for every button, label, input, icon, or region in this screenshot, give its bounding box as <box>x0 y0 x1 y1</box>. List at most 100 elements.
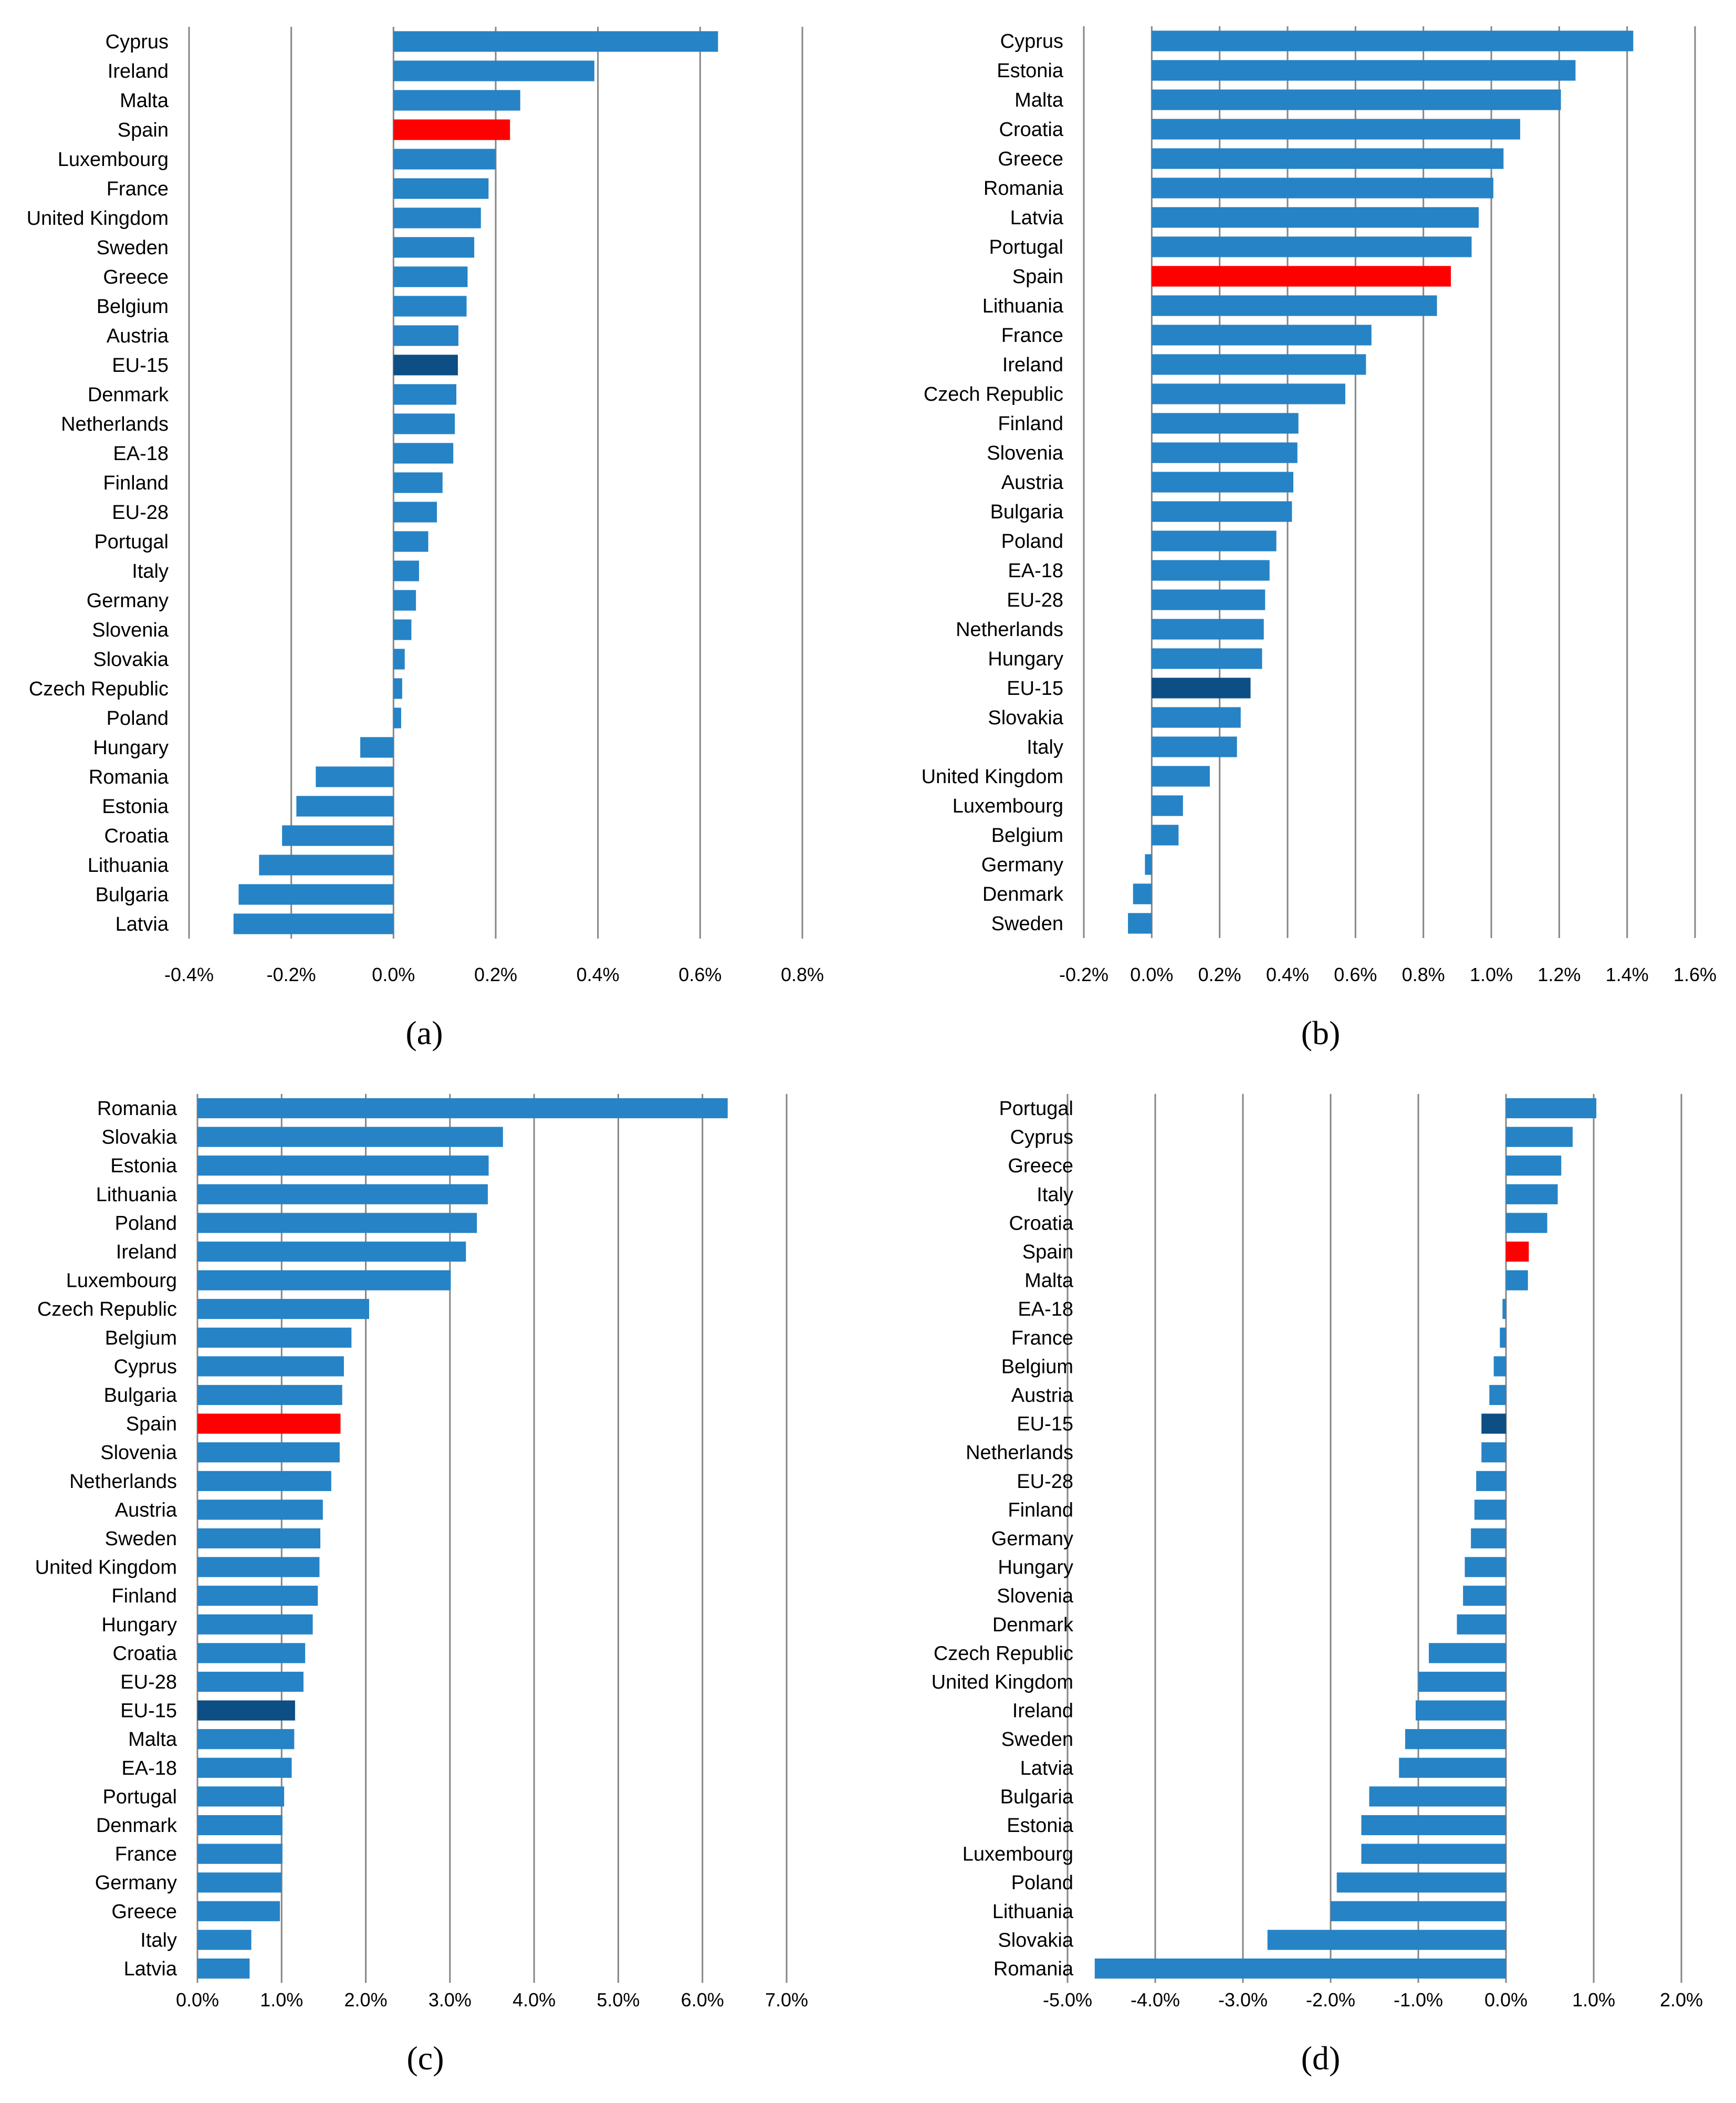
tick-label: 6.0% <box>681 1989 724 2011</box>
bar-finland <box>393 472 443 493</box>
category-label: Poland <box>115 1212 177 1234</box>
panel-label: (b) <box>1301 1014 1341 1052</box>
bar-bulgaria <box>1152 501 1292 522</box>
category-label: France <box>1001 325 1063 347</box>
category-label: EU-28 <box>1017 1471 1073 1493</box>
bar-ireland <box>1415 1700 1506 1721</box>
category-label: Hungary <box>998 1557 1073 1579</box>
category-label: EA-18 <box>121 1757 177 1779</box>
bar-ireland <box>197 1241 466 1262</box>
category-label: Poland <box>107 707 169 730</box>
tick-label: 0.4% <box>1266 964 1309 985</box>
category-label: Romania <box>97 1098 177 1120</box>
category-label: Austria <box>115 1499 177 1521</box>
tick-label: 0.0% <box>1130 964 1173 985</box>
bar-germany <box>197 1872 282 1893</box>
category-label: Romania <box>994 1958 1074 1980</box>
category-label: Ireland <box>108 60 169 82</box>
bar-denmark <box>197 1815 283 1836</box>
bar-belgium <box>197 1327 352 1348</box>
category-label: Luxembourg <box>66 1270 177 1292</box>
bar-italy <box>1152 736 1237 757</box>
bar-latvia <box>1399 1757 1506 1778</box>
category-label: Italy <box>132 560 169 582</box>
category-label: Italy <box>1027 736 1063 758</box>
bar-sweden <box>393 237 475 258</box>
category-label: Ireland <box>1012 1700 1073 1722</box>
category-label: Sweden <box>105 1528 177 1550</box>
category-label: Estonia <box>997 60 1064 82</box>
tick-label: 2.0% <box>344 1989 388 2011</box>
bar-ireland <box>393 60 594 81</box>
category-label: Croatia <box>999 119 1064 141</box>
bar-finland <box>1152 413 1299 434</box>
category-label: Cyprus <box>106 31 169 53</box>
category-label: United Kingdom <box>932 1671 1073 1693</box>
bar-greece <box>1506 1155 1562 1176</box>
category-label: Austria <box>107 325 169 347</box>
panel-c: Romania Slovakia Estonia Lithuania Poland Ire… <box>35 1094 808 2077</box>
category-label: Belgium <box>991 825 1063 847</box>
category-label: EA-18 <box>113 443 169 465</box>
bar-greece <box>197 1901 280 1921</box>
category-label: Portugal <box>989 236 1063 258</box>
bar-ea-18 <box>1152 560 1270 581</box>
tick-label: 1.6% <box>1674 964 1717 985</box>
category-label: Portugal <box>102 1786 177 1808</box>
bar-united-kingdom <box>197 1557 320 1577</box>
category-label: EU-15 <box>1017 1413 1073 1435</box>
category-label: Lithuania <box>982 295 1064 317</box>
category-label: Slovakia <box>988 707 1063 729</box>
category-label: Poland <box>1001 530 1063 553</box>
bar-croatia <box>282 825 394 846</box>
category-label: Slovenia <box>997 1585 1074 1607</box>
bar-austria <box>393 325 458 346</box>
category-label: Sweden <box>991 913 1063 935</box>
panel-d: Portugal Cyprus Greece Italy Croatia Spain Mal… <box>932 1094 1703 2077</box>
bar-croatia <box>197 1643 306 1663</box>
bar-slovakia <box>1152 707 1241 728</box>
category-label: Malta <box>128 1729 177 1751</box>
bar-czech-republic <box>1152 383 1345 404</box>
category-label: Spain <box>126 1413 177 1435</box>
category-label: Bulgaria <box>990 501 1064 523</box>
category-label: Germany <box>95 1872 177 1894</box>
bar-lithuania <box>1152 295 1437 316</box>
bar-italy <box>197 1930 252 1950</box>
bar-denmark <box>1133 883 1152 904</box>
category-label: United Kingdom <box>27 207 169 230</box>
tick-label: 0.6% <box>1334 964 1377 985</box>
category-label: Croatia <box>113 1642 177 1664</box>
category-label: Czech Republic <box>29 678 169 700</box>
tick-label: -2.0% <box>1306 1989 1355 2011</box>
category-label: Croatia <box>1009 1212 1074 1234</box>
category-label: Germany <box>981 854 1063 876</box>
bar-sweden <box>1128 913 1152 934</box>
bar-cyprus <box>1506 1127 1573 1147</box>
bar-czech-republic <box>1429 1643 1506 1663</box>
category-label: Finland <box>998 413 1063 435</box>
bar-united-kingdom <box>1152 766 1210 787</box>
category-label: EU-28 <box>112 502 169 524</box>
panel-label: (c) <box>406 2039 444 2077</box>
tick-label: -0.2% <box>1059 964 1108 985</box>
bar-slovakia <box>393 649 405 670</box>
category-label: Luxembourg <box>58 149 169 171</box>
bar-united-kingdom <box>393 207 481 228</box>
bar-bulgaria <box>1369 1786 1506 1807</box>
category-label: France <box>1011 1327 1073 1349</box>
bar-germany <box>1471 1528 1506 1549</box>
bar-poland <box>1152 530 1277 551</box>
tick-label: 0.8% <box>781 964 824 985</box>
category-label: Greece <box>103 266 169 288</box>
bar-cyprus <box>197 1356 344 1377</box>
bar-sweden <box>197 1528 321 1549</box>
category-label: Malta <box>1015 89 1064 111</box>
tick-label: 0.8% <box>1402 964 1445 985</box>
category-label: Spain <box>118 119 169 141</box>
category-label: Germany <box>991 1528 1073 1550</box>
bar-croatia <box>1152 119 1520 140</box>
tick-label: 1.0% <box>260 1989 303 2011</box>
bar-czech-republic <box>393 678 402 699</box>
